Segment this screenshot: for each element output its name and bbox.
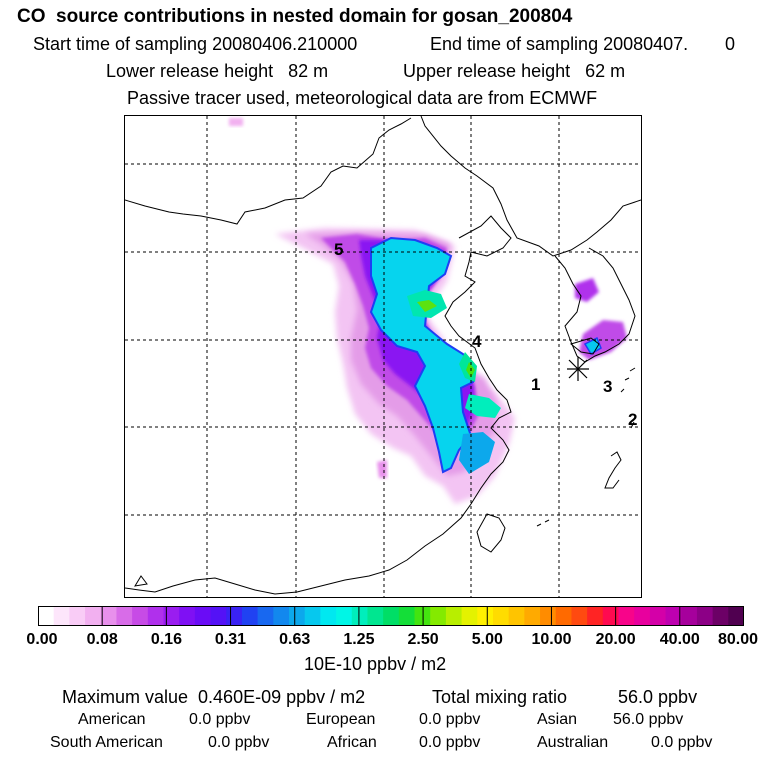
- colorbar-cell: [320, 606, 337, 626]
- colorbar-cell: [351, 606, 369, 626]
- source-value: 0.0 ppbv: [208, 734, 270, 751]
- colorbar-tick-label: 10.00: [531, 631, 572, 648]
- colorbar-cell: [100, 606, 118, 626]
- colorbar-cell: [336, 606, 353, 626]
- colorbar-cell: [492, 606, 510, 626]
- colorbar-cell: [461, 606, 478, 626]
- colorbar-tick-label: 0.08: [86, 631, 118, 648]
- colorbar-tick-label: 0.00: [26, 631, 58, 648]
- colorbar-cell: [304, 606, 321, 626]
- total-mixing-ratio-value: 56.0 ppbv: [618, 687, 698, 707]
- source-value: 0.0 ppbv: [651, 734, 713, 751]
- total-mixing-ratio-label: Total mixing ratio: [432, 687, 568, 707]
- colorbar-cell: [665, 606, 682, 626]
- colorbar-cell: [210, 606, 227, 626]
- maximum-value: Maximum value 0.460E-09 ppbv / m2: [62, 687, 366, 707]
- colorbar-cell: [38, 606, 55, 626]
- source-name: American: [78, 711, 146, 728]
- source-name: European: [306, 711, 376, 728]
- colorbar-cell: [634, 606, 651, 626]
- colorbar-tick-label: 5.00: [471, 631, 503, 648]
- marker-3: 3: [603, 377, 612, 396]
- colorbar-cell: [602, 606, 620, 626]
- colorbar-tick-label: 2.50: [407, 631, 439, 648]
- plot-title: CO source contributions in nested domain…: [17, 6, 573, 27]
- colorbar-cell: [367, 606, 384, 626]
- colorbar-tick-label: 0.16: [150, 631, 182, 648]
- source-name: South American: [50, 734, 163, 751]
- colorbar-cell: [289, 606, 306, 626]
- colorbar-unit: 10E-10 ppbv / m2: [304, 654, 447, 674]
- colorbar-tick-label: 40.00: [659, 631, 700, 648]
- colorbar-tick-label: 80.00: [717, 631, 759, 648]
- colorbar: [38, 606, 744, 626]
- source-name: Asian: [537, 711, 578, 728]
- colorbar-cell: [147, 606, 165, 626]
- colorbar-cell: [696, 606, 714, 626]
- source-name: Australian: [537, 734, 609, 751]
- colorbar-cell: [524, 606, 541, 626]
- lat-lon-grid: [125, 116, 641, 597]
- marker-5: 5: [334, 240, 343, 259]
- map-canvas: 5 4 1 3 2: [125, 116, 641, 597]
- colorbar-cell: [571, 606, 588, 626]
- source-name: African: [327, 734, 377, 751]
- colorbar-cell: [85, 606, 102, 626]
- source-value: 0.0 ppbv: [419, 711, 481, 728]
- marker-1: 1: [531, 375, 540, 394]
- source-value: 56.0 ppbv: [613, 711, 684, 728]
- source-value: 0.0 ppbv: [419, 734, 481, 751]
- colorbar-cell: [116, 606, 133, 626]
- map-panel: 5 4 1 3 2: [124, 115, 642, 598]
- marker-4: 4: [472, 332, 482, 351]
- colorbar-cell: [398, 606, 416, 626]
- colorbar-tick-label: 0.31: [214, 631, 247, 648]
- colorbar-cell: [132, 606, 149, 626]
- colorbar-cell: [273, 606, 290, 626]
- colorbar-cell: [69, 606, 86, 626]
- colorbar-cell: [728, 606, 744, 626]
- colorbar-cell: [508, 606, 525, 626]
- colorbar-cell: [53, 606, 70, 626]
- colorbar-cell: [587, 606, 604, 626]
- gosan-star-icon: [567, 357, 589, 381]
- colorbar-cell: [477, 606, 494, 626]
- tracer-note: Passive tracer used, meteorological data…: [127, 88, 598, 108]
- colorbar-tick-label: 20.00: [595, 631, 636, 648]
- colorbar-tick-label: 1.25: [343, 631, 375, 648]
- colorbar-cell: [681, 606, 698, 626]
- source-value: 0.0 ppbv: [189, 711, 251, 728]
- colorbar-cell: [226, 606, 243, 626]
- colorbar-cell: [430, 606, 447, 626]
- colorbar-cell: [618, 606, 635, 626]
- colorbar-cell: [540, 606, 557, 626]
- colorbar-cell: [649, 606, 667, 626]
- end-time-suffix: 0: [725, 34, 736, 54]
- upper-release-height: Upper release height 62 m: [403, 61, 626, 81]
- colorbar-cell: [445, 606, 463, 626]
- colorbar-cell: [241, 606, 259, 626]
- colorbar-cell: [712, 606, 729, 626]
- coastlines: [125, 116, 641, 595]
- colorbar-tick-label: 0.63: [279, 631, 311, 648]
- end-time-label: End time of sampling 20080407.: [430, 34, 689, 54]
- lower-release-height: Lower release height 82 m: [106, 61, 329, 81]
- colorbar-cell: [179, 606, 196, 626]
- colorbar-cell: [555, 606, 573, 626]
- marker-2: 2: [628, 410, 637, 429]
- colorbar-cell: [163, 606, 180, 626]
- colorbar-cell: [383, 606, 400, 626]
- colorbar-cell: [257, 606, 274, 626]
- concentration-field: [229, 118, 627, 504]
- start-time-label: Start time of sampling 20080406.210000: [33, 34, 358, 54]
- colorbar-cell: [194, 606, 212, 626]
